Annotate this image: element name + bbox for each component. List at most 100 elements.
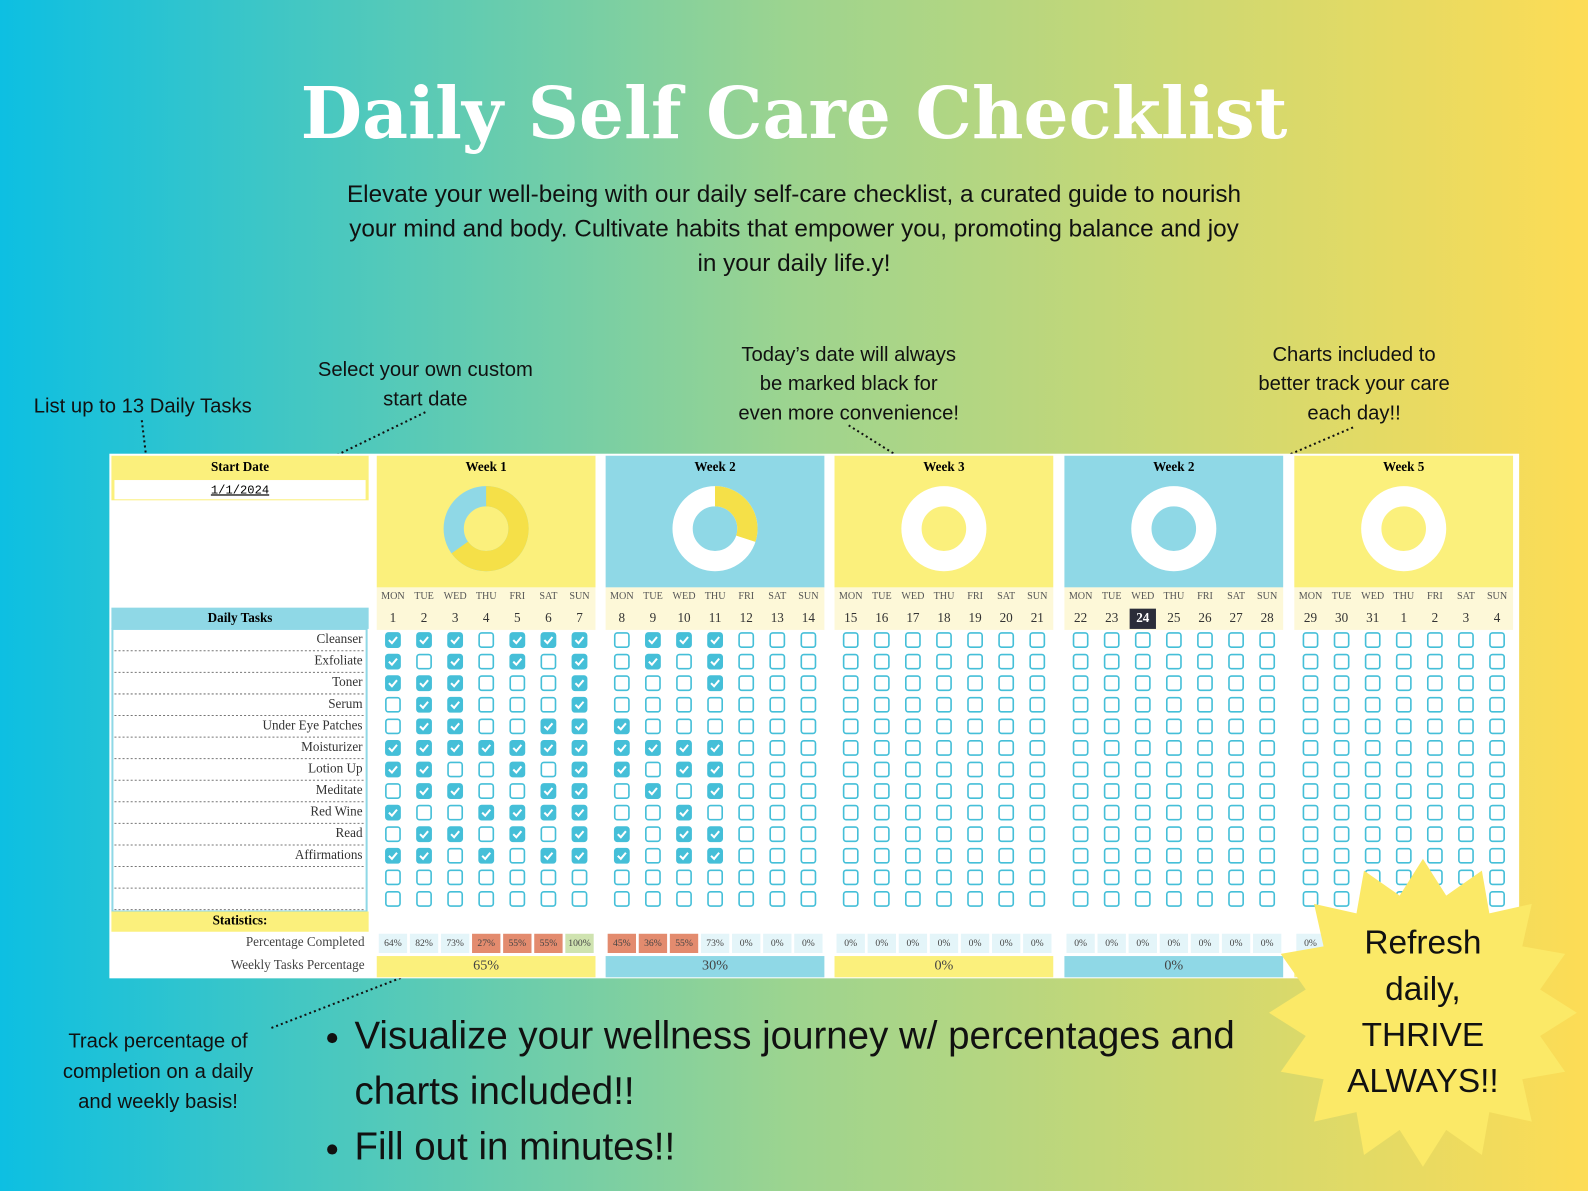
- checkbox: [873, 804, 890, 821]
- checkbox: [873, 826, 890, 843]
- start-date: 1/1/2024: [211, 483, 269, 497]
- check-mark: [543, 787, 554, 796]
- task-name: Lotion Up: [308, 761, 363, 776]
- checkbox: [873, 761, 890, 778]
- percentage-label: 0%: [875, 938, 888, 949]
- checkbox: [416, 783, 432, 799]
- checkbox: [676, 632, 692, 648]
- day-name: WED: [444, 591, 467, 602]
- checkbox: [1364, 718, 1381, 735]
- checkbox: [1458, 783, 1474, 799]
- checkbox: [1072, 891, 1089, 907]
- check-mark: [419, 679, 429, 688]
- date: 3: [452, 610, 459, 625]
- checkbox: [1259, 653, 1276, 670]
- check-mark: [648, 744, 658, 753]
- checkbox: [1426, 740, 1443, 756]
- checkbox: [738, 632, 755, 648]
- check-mark: [648, 636, 658, 645]
- checkbox: [1228, 847, 1244, 864]
- checkbox: [478, 783, 495, 799]
- checkbox: [1302, 804, 1319, 821]
- checkbox: [1364, 653, 1381, 670]
- checkbox: [1103, 869, 1120, 886]
- checkbox: [1395, 632, 1412, 648]
- checkbox: [769, 783, 786, 799]
- checkbox: [1489, 761, 1505, 778]
- checkbox: [998, 740, 1015, 756]
- badge-text: ALWAYS!!: [1347, 1063, 1499, 1100]
- checkbox: [676, 826, 692, 843]
- checkbox: [613, 869, 630, 886]
- bullet-text: Visualize your wellness journey w/ perce…: [354, 1014, 1234, 1057]
- percentage-label: 0%: [969, 938, 982, 949]
- checkbox: [1228, 869, 1244, 886]
- percentage-cell: [836, 933, 865, 954]
- checkbox: [800, 826, 817, 843]
- check-mark: [574, 657, 585, 667]
- checkbox: [571, 718, 588, 735]
- checkbox: [1134, 869, 1151, 886]
- checkbox: [385, 696, 401, 713]
- checkbox: [1197, 847, 1213, 864]
- checkbox: [1489, 826, 1505, 843]
- checkbox: [676, 675, 692, 692]
- checkbox: [676, 869, 692, 886]
- checkbox: [540, 675, 557, 692]
- checkbox: [1259, 804, 1276, 821]
- check-mark: [388, 657, 398, 667]
- checkbox: [613, 804, 630, 821]
- check-mark: [512, 808, 523, 818]
- checkbox: [707, 675, 724, 692]
- day-strip: [834, 587, 1054, 630]
- checkbox: [645, 891, 661, 907]
- checkbox: [676, 653, 692, 670]
- date: 12: [740, 610, 753, 625]
- checkbox: [769, 891, 786, 907]
- checkbox: [1029, 675, 1046, 692]
- checkbox: [905, 826, 921, 843]
- checkbox: [676, 891, 692, 907]
- checkbox: [1364, 804, 1381, 821]
- check-mark: [419, 636, 429, 645]
- percentage-cell: [929, 933, 959, 954]
- bullet-text: charts included!!: [354, 1070, 634, 1113]
- checkbox: [1103, 891, 1120, 907]
- date: 19: [969, 610, 983, 625]
- percentage-label: 0%: [1167, 938, 1180, 949]
- date: 8: [619, 610, 626, 625]
- percentage-cell: [409, 933, 439, 954]
- day-name: WED: [901, 591, 924, 602]
- checkbox: [873, 696, 890, 713]
- checkbox: [571, 632, 588, 648]
- week: Week 3 MON 15 TUE 16 WED 17 THU 18 FRI 19 SAT 20 SUN 2…: [834, 455, 1054, 978]
- checkbox: [1489, 653, 1505, 670]
- checkbox: [936, 804, 952, 821]
- checkbox: [1395, 696, 1412, 713]
- check-mark: [710, 852, 720, 861]
- checkbox: [613, 675, 630, 692]
- weekly-bar: [1064, 956, 1284, 978]
- tasks-label: Daily Tasks: [208, 610, 273, 625]
- checkbox: [1458, 761, 1474, 778]
- checkbox: [738, 740, 755, 756]
- checkbox: [1364, 675, 1381, 692]
- checkbox: [676, 761, 692, 778]
- checkbox: [1072, 826, 1089, 843]
- checkbox: [676, 740, 692, 756]
- date: 24: [1136, 610, 1150, 625]
- checkbox: [1395, 847, 1412, 864]
- checkbox: [1489, 847, 1505, 864]
- checkbox: [447, 783, 464, 799]
- checkbox: [1103, 826, 1120, 843]
- percentage-cell: [960, 933, 990, 954]
- checkbox: [738, 869, 755, 886]
- checkbox: [800, 783, 817, 799]
- checkbox: [873, 718, 890, 735]
- checkbox: [416, 891, 432, 907]
- percentage-cell: [1023, 933, 1052, 954]
- day-name: THU: [1163, 591, 1184, 602]
- percentage-label: 0%: [1031, 938, 1044, 949]
- checkbox: [1426, 675, 1443, 692]
- checkbox: [800, 696, 817, 713]
